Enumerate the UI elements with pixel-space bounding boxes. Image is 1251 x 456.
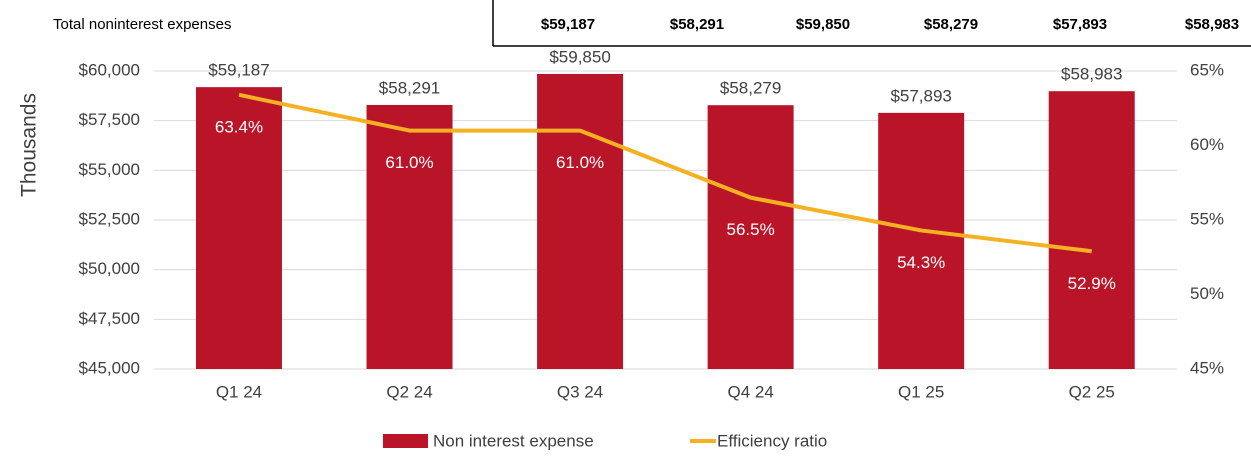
table-cell: $59,850 <box>796 16 850 33</box>
line <box>238 92 1092 254</box>
y-tick-label: $45,000 <box>79 358 140 377</box>
y-axis-title: Thousands <box>18 93 41 197</box>
legend-swatch <box>383 434 428 448</box>
y-tick-label: $50,000 <box>79 259 140 278</box>
bar-value-label: $58,279 <box>720 79 781 98</box>
y-tick-label: $47,500 <box>79 309 140 328</box>
bar <box>366 104 453 369</box>
line-value-label: 56.5% <box>727 220 775 239</box>
bar <box>878 112 965 369</box>
y-tick-label: $55,000 <box>79 160 140 179</box>
y-tick-label: $52,500 <box>79 209 140 228</box>
bar-value-label: $58,291 <box>379 78 440 97</box>
x-tick-label: Q2 24 <box>386 382 432 401</box>
bar-value-label: $57,893 <box>890 86 951 105</box>
line-value-label: 63.4% <box>215 117 263 136</box>
bar <box>1048 91 1135 369</box>
x-tick-label: Q3 24 <box>557 382 603 401</box>
y-tick-label: $57,500 <box>79 110 140 129</box>
bar-value-label: $59,187 <box>208 61 269 80</box>
y2-tick-label: 50% <box>1190 284 1224 303</box>
y2-tick-label: 60% <box>1190 135 1224 154</box>
bar <box>707 105 794 369</box>
table-row-label: Total noninterest expenses <box>53 16 231 33</box>
x-tick-label: Q2 25 <box>1069 382 1115 401</box>
y2-tick-label: 55% <box>1190 209 1224 228</box>
bar-value-label: $58,983 <box>1061 65 1122 84</box>
table-cell: $58,983 <box>1185 16 1239 33</box>
y2-tick-label: 45% <box>1190 358 1224 377</box>
legend-label: Efficiency ratio <box>717 431 827 450</box>
y-tick-label: $60,000 <box>79 60 140 79</box>
legend-label: Non interest expense <box>433 431 594 450</box>
bar-value-label: $59,850 <box>549 47 610 66</box>
table-cell: $59,187 <box>541 16 595 33</box>
line-value-label: 61.0% <box>385 153 433 172</box>
table-cell: $58,291 <box>670 16 724 33</box>
table-cell: $57,893 <box>1053 16 1107 33</box>
x-tick-label: Q1 24 <box>216 382 262 401</box>
bar <box>537 73 624 369</box>
line-value-label: 54.3% <box>897 253 945 272</box>
x-tick-label: Q4 24 <box>727 382 773 401</box>
line-value-label: 52.9% <box>1068 274 1116 293</box>
line-value-label: 61.0% <box>556 153 604 172</box>
table-cell: $58,279 <box>924 16 978 33</box>
y2-tick-label: 65% <box>1190 60 1224 79</box>
bar <box>195 87 282 369</box>
x-tick-label: Q1 25 <box>898 382 944 401</box>
